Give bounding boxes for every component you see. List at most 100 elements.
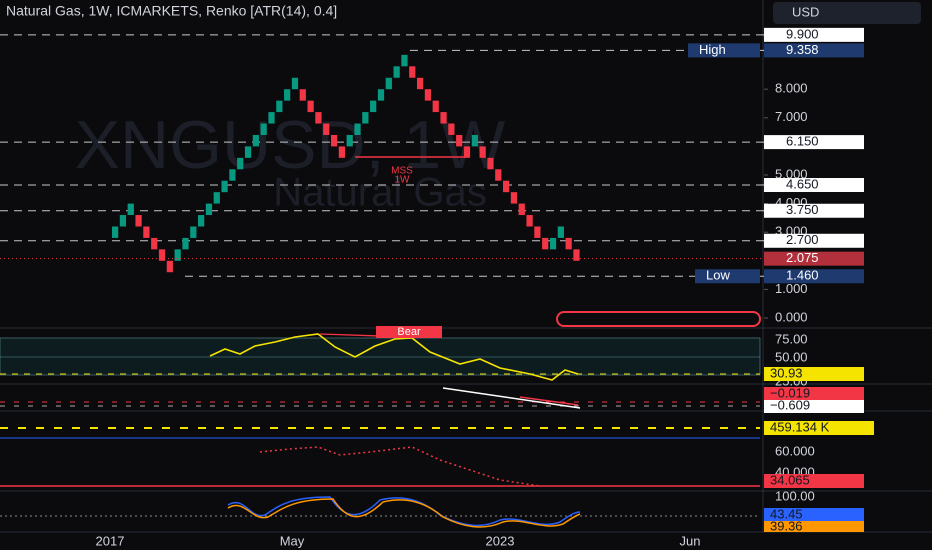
renko-brick xyxy=(362,112,369,124)
level-label: 4.650 xyxy=(786,176,819,191)
renko-brick xyxy=(276,100,283,113)
high-value-badge xyxy=(764,43,864,58)
level-label: 2.700 xyxy=(786,232,819,247)
renko-brick xyxy=(393,66,400,78)
bear-text: Bear xyxy=(397,326,421,338)
renko-brick xyxy=(190,226,197,238)
renko-brick xyxy=(119,215,127,227)
renko-brick xyxy=(487,157,494,170)
renko-brick xyxy=(503,180,510,193)
renko-brick xyxy=(158,249,166,261)
renko-brick xyxy=(174,249,181,261)
renko-brick xyxy=(112,226,119,238)
renko-brick xyxy=(424,89,432,101)
high-tag xyxy=(688,43,760,58)
y-tick-label: 0.000 xyxy=(775,309,808,324)
osc-tick: 60.000 xyxy=(775,443,815,458)
renko-brick xyxy=(330,134,338,147)
renko-brick xyxy=(385,77,392,90)
renko-brick xyxy=(346,134,353,147)
rsi-badge xyxy=(764,367,864,381)
renko-brick xyxy=(416,77,424,90)
rsi-value: 30.93 xyxy=(770,365,803,380)
renko-brick xyxy=(354,123,361,135)
macd-value: −0.019 xyxy=(770,385,810,400)
low-value-badge xyxy=(764,269,864,284)
indicator-axis: 75.00 50.00 25.00 30.93 −0.019 −0.609 45… xyxy=(764,331,874,533)
renko-brick xyxy=(135,215,142,227)
renko-brick xyxy=(542,237,549,250)
signal-line xyxy=(519,396,579,406)
renko-brick xyxy=(565,237,572,250)
renko-brick xyxy=(284,89,291,101)
renko-brick xyxy=(432,100,439,113)
volume-value: 459.134 K xyxy=(770,419,830,434)
currency[interactable]: USD xyxy=(792,4,819,19)
renko-brick xyxy=(143,226,150,238)
renko-brick xyxy=(401,54,408,67)
low-name: Low xyxy=(706,268,730,283)
event-marker[interactable] xyxy=(556,311,761,327)
renko-brick xyxy=(448,123,455,135)
indicator-panes xyxy=(0,326,932,533)
renko-brick xyxy=(268,112,275,124)
x-label: Jun xyxy=(680,533,701,548)
renko-brick xyxy=(221,180,228,193)
mss-label: MSS xyxy=(391,166,413,177)
y-tick-label: 7.000 xyxy=(775,109,808,124)
renko-brick xyxy=(205,203,213,216)
renko-brick xyxy=(440,112,447,124)
currency-button[interactable] xyxy=(773,2,921,24)
renko-brick xyxy=(549,237,557,250)
watermark-sub: Natural Gas xyxy=(273,171,486,215)
osc-value: 34.065 xyxy=(770,472,810,487)
macd-line xyxy=(442,387,581,409)
renko-brick xyxy=(237,157,244,170)
renko-brick xyxy=(244,146,252,158)
renko-brick xyxy=(182,237,189,250)
level-label-badge xyxy=(764,135,864,150)
renko-brick xyxy=(456,134,463,147)
time-axis: 2017 May 2023 Jun xyxy=(96,533,701,548)
level-label: 3.750 xyxy=(786,202,819,217)
level-label: 6.150 xyxy=(786,134,819,149)
renko-brick xyxy=(151,237,158,250)
osc-badge xyxy=(764,474,864,488)
renko-brick xyxy=(198,215,205,227)
renko-brick xyxy=(127,203,134,216)
renko-brick xyxy=(166,260,173,273)
renko-brick xyxy=(213,192,220,204)
rsi-tick: 75.00 xyxy=(775,331,808,346)
renko-brick xyxy=(260,123,267,135)
y-tick-label: 8.000 xyxy=(775,81,808,96)
renko-brick xyxy=(299,89,306,101)
renko-brick xyxy=(463,146,471,158)
high-value: 9.358 xyxy=(786,42,819,57)
macd-value: −0.609 xyxy=(770,397,810,412)
stoch-value: 39.36 xyxy=(770,518,803,533)
level-label-badge xyxy=(764,27,864,42)
renko-brick xyxy=(377,89,385,101)
level-label: 9.900 xyxy=(786,26,819,41)
rsi-line xyxy=(209,333,579,381)
y-tick-label: 5.000 xyxy=(775,166,808,181)
chart-title: Natural Gas, 1W, ICMARKETS, Renko [ATR(1… xyxy=(6,3,337,19)
stoch-value: 43.45 xyxy=(770,506,803,521)
rsi-tick: 50.00 xyxy=(775,349,808,364)
x-label: 2017 xyxy=(96,533,125,548)
level-label-badge xyxy=(764,233,864,248)
renko-brick xyxy=(495,169,502,181)
macd-badge xyxy=(764,387,864,400)
renko-brick xyxy=(323,123,330,135)
renko-brick xyxy=(518,203,525,216)
renko-brick xyxy=(526,215,533,227)
x-label: 2023 xyxy=(486,533,515,548)
stoch-badge xyxy=(764,508,864,521)
stoch-k xyxy=(227,496,581,527)
renko-brick xyxy=(315,112,322,124)
y-tick-label: 1.000 xyxy=(775,281,808,296)
watermark: XNGUSD, 1W xyxy=(75,107,506,183)
